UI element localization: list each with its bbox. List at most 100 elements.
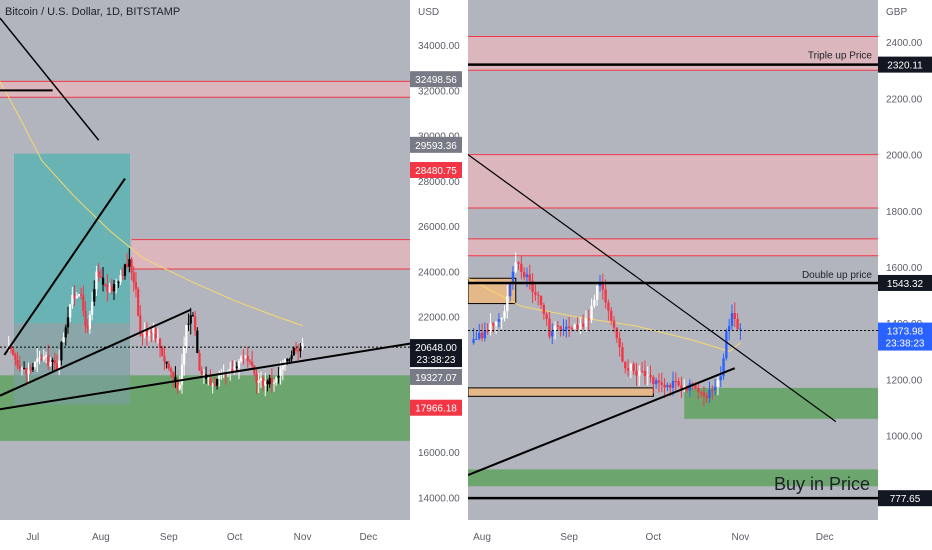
candle[interactable] — [730, 313, 734, 326]
candle[interactable] — [75, 295, 78, 299]
candle[interactable] — [587, 318, 590, 320]
candle[interactable] — [297, 350, 300, 352]
candle[interactable] — [279, 369, 282, 376]
candle[interactable] — [548, 318, 551, 337]
candle[interactable] — [680, 385, 683, 389]
candle[interactable] — [229, 368, 232, 372]
price-tag[interactable] — [878, 490, 932, 507]
candle[interactable] — [150, 332, 153, 334]
candle[interactable] — [472, 339, 475, 343]
gbp-chart[interactable]: 1000.001200.001400.001600.001800.002000.… — [468, 0, 932, 550]
candle[interactable] — [20, 368, 24, 370]
candle[interactable] — [264, 380, 267, 386]
candle[interactable] — [534, 291, 537, 295]
candle[interactable] — [123, 264, 127, 276]
candle[interactable] — [176, 381, 179, 390]
candle[interactable] — [475, 338, 478, 340]
candle[interactable] — [9, 346, 13, 350]
candle[interactable] — [294, 347, 298, 351]
candle[interactable] — [654, 380, 658, 385]
candle[interactable] — [233, 366, 236, 372]
candle[interactable] — [542, 304, 546, 315]
candle[interactable] — [272, 382, 276, 384]
price-tag[interactable] — [878, 56, 932, 73]
candle[interactable] — [652, 377, 655, 385]
candle[interactable] — [51, 360, 54, 363]
candle[interactable] — [99, 276, 102, 278]
candle[interactable] — [200, 370, 203, 375]
candle[interactable] — [246, 355, 249, 361]
candle[interactable] — [44, 355, 48, 358]
candle[interactable] — [593, 299, 596, 306]
candle[interactable] — [553, 325, 557, 331]
candle[interactable] — [638, 370, 641, 376]
candle[interactable] — [514, 262, 517, 272]
price-zone[interactable] — [0, 81, 410, 98]
candle[interactable] — [632, 364, 635, 371]
candle[interactable] — [618, 338, 621, 348]
candle[interactable] — [209, 378, 212, 386]
candle[interactable] — [90, 301, 94, 315]
gbp-chart-panel[interactable]: 1000.001200.001400.001600.001800.002000.… — [468, 0, 932, 550]
price-zone[interactable] — [684, 387, 878, 419]
candle[interactable] — [187, 323, 190, 325]
candle[interactable] — [132, 272, 135, 283]
candle[interactable] — [711, 389, 714, 391]
candle[interactable] — [38, 357, 41, 359]
time-axis[interactable] — [468, 520, 878, 550]
candle[interactable] — [202, 374, 206, 376]
candle[interactable] — [143, 329, 146, 336]
candle[interactable] — [727, 325, 731, 331]
candle[interactable] — [115, 282, 118, 284]
candle[interactable] — [301, 343, 304, 349]
candle[interactable] — [576, 324, 579, 330]
candle[interactable] — [531, 280, 534, 292]
candle[interactable] — [615, 327, 619, 339]
candle[interactable] — [156, 338, 159, 340]
price-tag[interactable] — [410, 368, 462, 385]
candle[interactable] — [167, 363, 170, 369]
candle[interactable] — [106, 285, 109, 292]
candle[interactable] — [598, 282, 602, 286]
candle[interactable] — [640, 370, 644, 372]
candle[interactable] — [147, 332, 151, 336]
candle[interactable] — [478, 332, 481, 339]
candle[interactable] — [189, 315, 192, 324]
candle[interactable] — [82, 295, 85, 311]
candle[interactable] — [517, 262, 520, 264]
candle[interactable] — [489, 323, 492, 332]
candle[interactable] — [286, 359, 289, 362]
candle[interactable] — [525, 274, 529, 278]
candle[interactable] — [725, 330, 728, 359]
candle[interactable] — [520, 263, 523, 272]
candle[interactable] — [626, 368, 630, 371]
candle[interactable] — [60, 342, 63, 361]
candle[interactable] — [480, 332, 484, 339]
candle[interactable] — [134, 282, 138, 289]
candle[interactable] — [702, 392, 706, 396]
candle[interactable] — [242, 357, 245, 359]
candle[interactable] — [506, 296, 509, 312]
candle[interactable] — [86, 325, 89, 329]
candle[interactable] — [604, 289, 607, 303]
candle[interactable] — [69, 304, 72, 318]
candle[interactable] — [158, 338, 162, 348]
candle[interactable] — [108, 286, 111, 292]
candle[interactable] — [567, 326, 571, 328]
price-zone[interactable] — [131, 239, 411, 270]
price-zone[interactable] — [468, 238, 878, 256]
candle[interactable] — [58, 360, 61, 370]
candle[interactable] — [699, 391, 703, 393]
price-axis[interactable] — [410, 0, 466, 550]
candle[interactable] — [84, 310, 87, 326]
candle[interactable] — [716, 380, 720, 387]
candle[interactable] — [240, 357, 243, 362]
candle[interactable] — [277, 375, 280, 378]
candle[interactable] — [121, 275, 124, 277]
candle[interactable] — [522, 271, 526, 278]
candle[interactable] — [196, 330, 199, 353]
candle[interactable] — [194, 316, 197, 331]
candle[interactable] — [579, 323, 582, 330]
candle[interactable] — [112, 283, 116, 292]
candle[interactable] — [97, 271, 100, 277]
